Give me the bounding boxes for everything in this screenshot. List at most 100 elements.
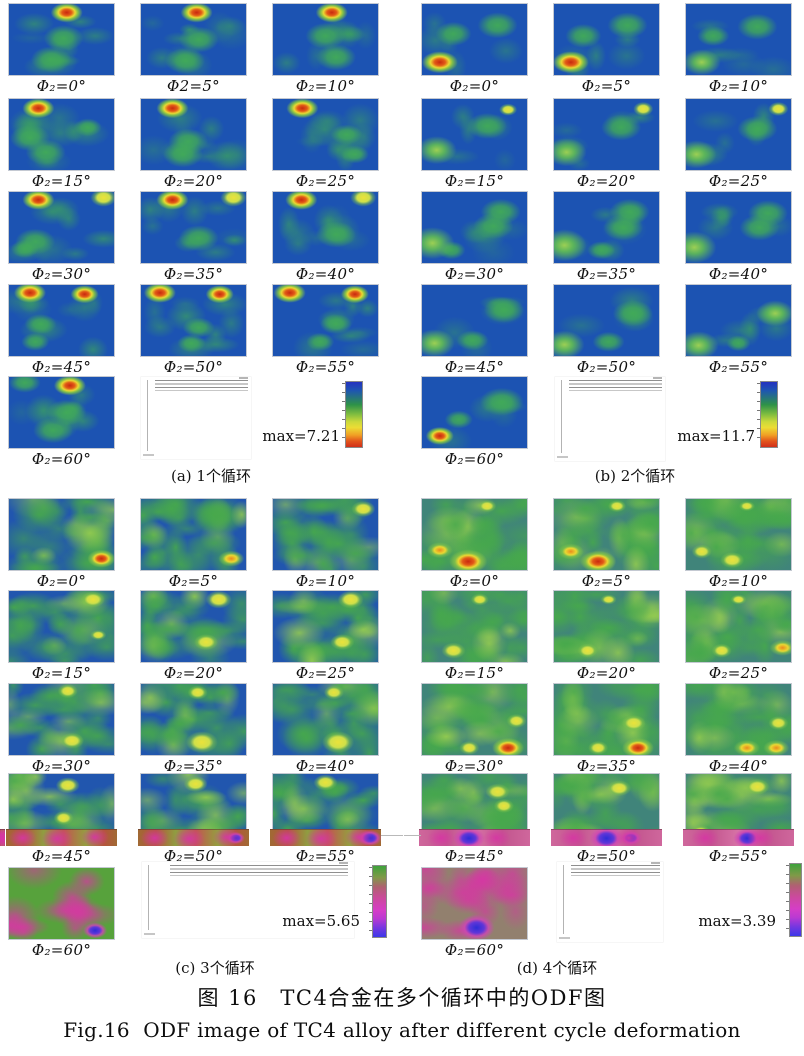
odf-cell: Φ₂=30° [421,683,528,775]
phi2-label: Φ₂=55° [295,358,356,376]
max-value-label: max=3.39 [698,912,776,930]
odf-cell: Φ₂=20° [140,98,247,190]
odf-map [421,284,528,357]
phi2-label: Φ₂=45° [444,847,505,865]
odf-map [140,191,247,264]
phi2-label: Φ₂=30° [31,265,92,283]
odf-cell: Φ₂=50° [553,284,660,376]
phi2-label: Φ₂=15° [31,664,92,682]
phi2-label: Φ₂=55° [708,358,769,376]
contour-levels-box [142,862,354,938]
phi2-label: Φ₂=10° [295,77,356,95]
odf-cell: Φ₂=45° [421,773,528,865]
contour-levels-box [555,377,665,461]
odf-cell: Φ₂=10° [272,3,379,95]
odf-cell: Φ₂=15° [8,590,115,682]
phi2-label: Φ₂=35° [163,757,224,775]
odf-cell: Φ₂=50° [553,773,660,865]
odf-map [553,498,660,571]
phi2-label: Φ₂=35° [576,265,637,283]
phi2-label: Φ₂=10° [708,77,769,95]
odf-cell: Φ₂=0° [421,3,528,95]
odf-cell: Φ₂=35° [553,683,660,775]
phi2-label: Φ₂=30° [444,265,505,283]
odf-map [8,284,115,357]
odf-cell: Φ₂=35° [553,191,660,283]
phi2-label: Φ₂=35° [576,757,637,775]
phi2-label: Φ₂=10° [708,572,769,590]
odf-map [272,191,379,264]
odf-map [8,867,115,940]
phi2-label: Φ₂=20° [576,664,637,682]
odf-cell: Φ₂=20° [140,590,247,682]
contour-levels-box [557,862,663,942]
phi2-label: Φ₂=25° [708,664,769,682]
odf-map [553,590,660,663]
phi2-label: Φ₂=5° [168,572,219,590]
odf-map [685,590,792,663]
odf-strip [419,829,530,846]
odf-map [421,498,528,571]
odf-map [140,498,247,571]
odf-cell: Φ₂=15° [421,98,528,190]
odf-map [421,683,528,756]
odf-cell: Φ₂=60° [8,376,115,468]
panel-b: Φ₂=0° Φ₂=5° Φ₂=10° Φ₂=15° Φ₂=20° Φ₂=25° … [421,3,804,503]
phi2-label: Φ₂=45° [31,847,92,865]
panel-caption: (a) 1个循环 [171,467,251,485]
odf-map [685,98,792,171]
odf-cell: Φ₂=20° [553,590,660,682]
odf-strip [138,829,249,846]
odf-strip [6,829,117,846]
odf-map [421,590,528,663]
phi2-label: Φ₂=0° [36,77,87,95]
odf-map [685,683,792,756]
odf-cell: Φ₂=40° [272,683,379,775]
odf-cell: Φ₂=30° [8,191,115,283]
odf-cell: Φ₂=35° [140,683,247,775]
odf-cell: Φ2=5° [140,3,247,95]
odf-cell: Φ₂=50° [140,284,247,376]
odf-map [8,590,115,663]
colorbar [369,865,387,938]
odf-map [272,590,379,663]
odf-cell: Φ₂=0° [8,498,115,590]
odf-map [421,98,528,171]
colorbar [342,381,363,448]
phi2-label: Φ₂=20° [163,664,224,682]
phi2-label: Φ₂=40° [708,265,769,283]
phi2-label: Φ₂=20° [163,172,224,190]
contour-level-lines [569,377,663,391]
odf-map [272,498,379,571]
phi2-label: Φ₂=0° [449,77,500,95]
odf-cell: Φ₂=25° [272,98,379,190]
odf-cell: Φ₂=0° [421,498,528,590]
odf-map [140,98,247,171]
phi2-label: Φ₂=30° [444,757,505,775]
odf-cell: Φ₂=5° [140,498,247,590]
phi2-label: Φ₂=45° [31,358,92,376]
odf-cell: Φ₂=20° [553,98,660,190]
panel-caption: (d) 4个循环 [516,959,598,977]
phi2-label: Φ₂=15° [444,172,505,190]
phi2-label: Φ₂=40° [295,265,356,283]
odf-map [8,376,115,449]
odf-cell: Φ₂=60° [421,376,528,468]
odf-cell: Φ₂=5° [553,498,660,590]
max-value-label: max=7.21 [262,427,340,445]
odf-map [553,284,660,357]
odf-cell: Φ₂=60° [421,867,528,959]
contour-level-lines [570,862,660,876]
odf-map [8,191,115,264]
phi2-label: Φ₂=20° [576,172,637,190]
phi2-label: Φ₂=25° [295,172,356,190]
odf-map [685,191,792,264]
odf-map [272,683,379,756]
odf-cell: Φ₂=55° [685,773,792,865]
odf-map [685,284,792,357]
odf-map [272,3,379,76]
phi2-label: Φ₂=40° [708,757,769,775]
odf-map [421,376,528,449]
odf-cell: Φ₂=25° [685,98,792,190]
phi2-label: Φ₂=25° [295,664,356,682]
